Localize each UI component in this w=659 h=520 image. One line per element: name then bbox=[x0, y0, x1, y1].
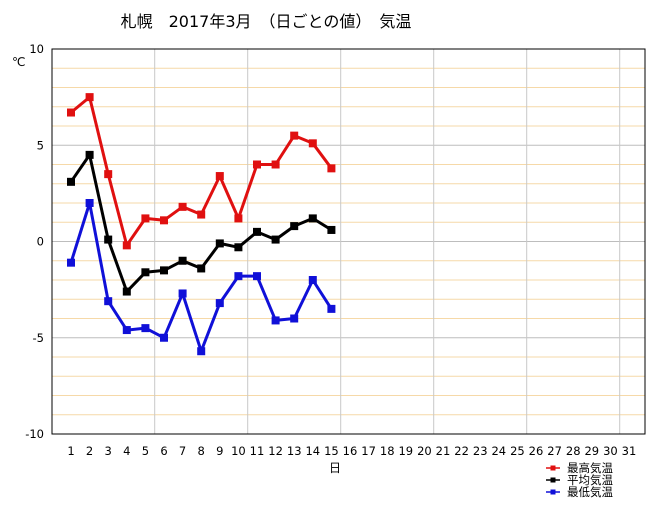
data-point bbox=[215, 239, 224, 248]
data-point bbox=[327, 304, 336, 313]
x-tick-label: 13 bbox=[287, 444, 302, 458]
data-point bbox=[160, 216, 168, 225]
data-point bbox=[253, 160, 261, 169]
x-tick-label: 10 bbox=[231, 444, 246, 458]
data-point bbox=[290, 314, 299, 323]
data-point bbox=[234, 272, 243, 281]
data-point bbox=[290, 131, 299, 140]
data-point bbox=[234, 214, 243, 223]
x-tick-label: 5 bbox=[142, 444, 149, 458]
x-axis-label: 日 bbox=[329, 461, 341, 475]
data-point bbox=[271, 235, 280, 244]
x-tick-label: 3 bbox=[105, 444, 112, 458]
data-point bbox=[197, 347, 206, 356]
data-point bbox=[308, 139, 317, 148]
x-tick-label: 26 bbox=[529, 444, 544, 458]
data-point bbox=[271, 316, 280, 325]
data-point bbox=[122, 326, 131, 335]
data-point bbox=[178, 289, 187, 298]
data-point bbox=[85, 199, 94, 207]
data-point bbox=[141, 324, 150, 333]
x-tick-label: 20 bbox=[417, 444, 432, 458]
data-point bbox=[308, 276, 317, 284]
legend-label: 最高気温 bbox=[567, 461, 613, 475]
legend-label: 最低気温 bbox=[567, 485, 613, 499]
data-point bbox=[234, 243, 243, 252]
data-point bbox=[67, 108, 75, 117]
legend-label: 平均気温 bbox=[567, 473, 613, 487]
data-point bbox=[290, 222, 299, 231]
y-tick-label: 10 bbox=[29, 42, 44, 56]
data-point bbox=[197, 264, 206, 273]
x-tick-label: 22 bbox=[454, 444, 469, 458]
x-tick-label: 24 bbox=[491, 444, 506, 458]
data-point bbox=[141, 268, 150, 277]
data-point bbox=[141, 214, 150, 223]
data-point bbox=[308, 214, 317, 223]
x-tick-label: 28 bbox=[566, 444, 581, 458]
data-point bbox=[253, 272, 261, 281]
legend-marker bbox=[550, 489, 556, 495]
x-tick-label: 6 bbox=[160, 444, 167, 458]
x-tick-label: 31 bbox=[622, 444, 637, 458]
plot-frame bbox=[51, 48, 646, 435]
chart-title: 札幌 2017年3月 （日ごとの値） 気温 bbox=[121, 12, 412, 31]
x-tick-label: 25 bbox=[510, 444, 525, 458]
x-tick-label: 19 bbox=[398, 444, 413, 458]
x-tick-label: 1 bbox=[67, 444, 74, 458]
data-point bbox=[271, 160, 280, 169]
x-tick-label: 4 bbox=[123, 444, 130, 458]
x-tick-label: 9 bbox=[216, 444, 223, 458]
x-tick-label: 17 bbox=[361, 444, 376, 458]
x-tick-label: 14 bbox=[305, 444, 320, 458]
data-point bbox=[178, 202, 187, 211]
x-tick-label: 23 bbox=[473, 444, 488, 458]
data-point bbox=[327, 164, 336, 173]
data-point bbox=[104, 170, 113, 179]
x-tick-label: 8 bbox=[198, 444, 205, 458]
data-point bbox=[85, 150, 94, 159]
x-tick-label: 12 bbox=[268, 444, 283, 458]
data-point bbox=[104, 235, 113, 244]
y-tick-label: -10 bbox=[25, 427, 44, 441]
x-tick-label: 18 bbox=[380, 444, 395, 458]
x-tick-label: 21 bbox=[436, 444, 451, 458]
data-point bbox=[327, 225, 336, 234]
y-tick-label: -5 bbox=[33, 331, 44, 345]
data-point bbox=[197, 210, 206, 219]
y-tick-label: 5 bbox=[37, 138, 44, 152]
y-axis-unit-label: ℃ bbox=[12, 55, 25, 69]
data-point bbox=[104, 297, 113, 306]
data-point bbox=[160, 333, 168, 342]
x-tick-label: 30 bbox=[603, 444, 618, 458]
y-tick-label: 0 bbox=[37, 235, 44, 249]
data-point bbox=[215, 172, 224, 181]
data-point bbox=[67, 258, 75, 267]
data-point bbox=[253, 227, 261, 236]
data-point bbox=[178, 256, 187, 265]
x-tick-label: 2 bbox=[86, 444, 93, 458]
legend-marker bbox=[550, 465, 556, 471]
x-tick-label: 16 bbox=[343, 444, 358, 458]
x-tick-label: 27 bbox=[547, 444, 562, 458]
data-point bbox=[122, 287, 131, 296]
x-tick-label: 15 bbox=[324, 444, 339, 458]
data-point bbox=[122, 241, 131, 250]
x-tick-label: 29 bbox=[584, 444, 599, 458]
x-tick-label: 11 bbox=[250, 444, 265, 458]
data-point bbox=[215, 299, 224, 308]
data-point bbox=[85, 93, 94, 102]
data-point bbox=[160, 266, 168, 275]
x-tick-label: 7 bbox=[179, 444, 186, 458]
legend-marker bbox=[550, 477, 556, 483]
data-point bbox=[67, 177, 75, 186]
